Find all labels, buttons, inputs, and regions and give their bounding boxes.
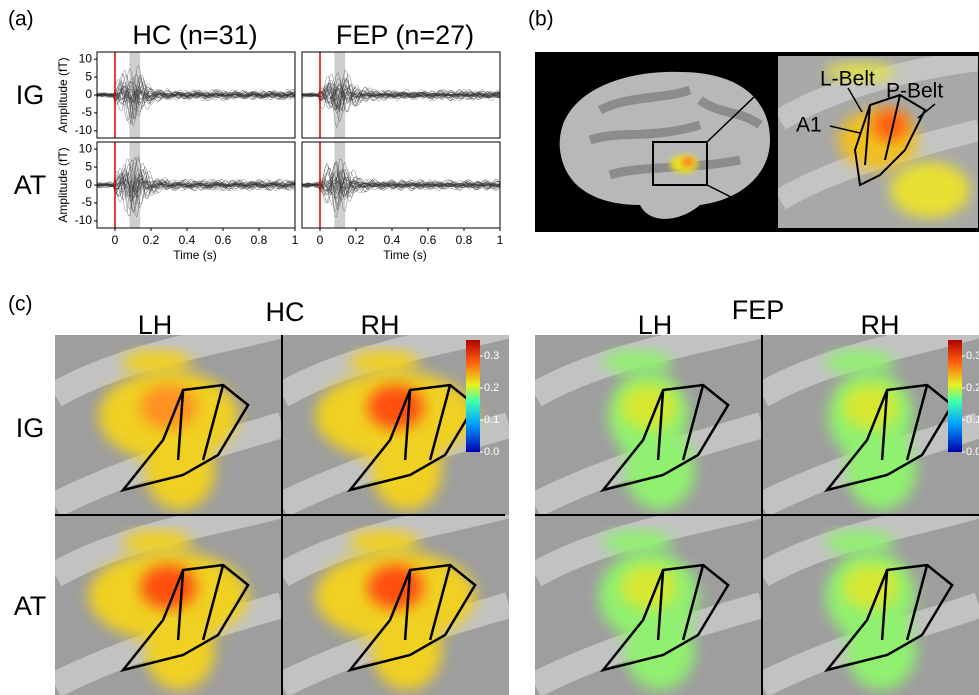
x-axis-label: Time (s) [173,248,217,262]
colorbar-tick-label: 0.3 [966,350,979,362]
group-title: FEP (n=27) [336,20,474,50]
waveform-traces [302,70,500,128]
x-tick-label: 0.8 [251,233,268,247]
colorbar-tick-label: 0.0 [966,446,979,458]
activation [141,565,197,609]
row-label: IG [16,80,45,110]
x-tick-label: 0.6 [215,233,232,247]
activation [825,350,895,374]
activation [602,530,672,554]
activation [122,350,192,374]
colorbar-tick-label: 0.3 [484,350,499,362]
row-label: AT [14,591,47,621]
brain-tile [762,325,979,515]
x-tick-label: 0 [112,233,119,247]
y-tick-label: -5 [81,105,92,119]
activation [368,385,424,429]
activation [602,350,672,374]
colorbar-tick-label: 0.2 [966,382,979,394]
x-tick-label: 0.4 [384,233,401,247]
colorbar [948,340,962,452]
x-tick-label: 1 [292,233,299,247]
brain-inset [777,55,979,229]
region-label: L-Belt [820,68,875,91]
activation [843,385,899,429]
x-tick-label: 0 [317,233,324,247]
y-tick-label: 5 [85,159,92,173]
brain-tile [282,505,509,695]
brain-tile [55,505,282,695]
x-tick-label: 0.2 [143,233,160,247]
activation [141,385,197,429]
x-axis-label: Time (s) [383,248,427,262]
waveform-traces [97,65,295,126]
x-tick-label: 0.2 [348,233,365,247]
row-label: IG [16,413,45,443]
y-tick-label: 10 [79,51,93,65]
x-tick-label: 0.8 [456,233,473,247]
region-label: A1 [796,114,822,137]
y-tick-label: -5 [81,195,92,209]
y-tick-label: 5 [85,69,92,83]
brain-tile [535,325,762,515]
colorbar-tick-label: 0.1 [484,414,499,426]
region-label: P-Belt [886,80,943,103]
brain-tile [535,505,762,695]
x-tick-label: 1 [497,233,504,247]
brain-tile [55,325,282,515]
figure: (a) HC (n=31) FEP (n=27) IG AT Amplitude… [0,0,979,695]
y-tick-label: 0 [85,87,92,101]
brain-tile [762,505,979,695]
y-axis-label: Amplitude (fT) [56,147,70,222]
colorbar-tick-label: 0.2 [484,382,499,394]
activation [122,530,192,554]
activation [846,610,916,690]
y-tick-label: 10 [79,141,93,155]
activation [846,430,916,510]
group-title: HC (n=31) [132,20,257,50]
y-tick-label: -10 [75,123,93,137]
waveform-traces [97,156,295,217]
activation [843,565,899,609]
group-title: HC [266,297,305,327]
y-tick-label: 0 [85,177,92,191]
activation [349,530,419,554]
waveform-traces [302,159,500,217]
activation [621,565,677,609]
activation [349,350,419,374]
y-axis-label: Amplitude (fT) [56,57,70,132]
panel-label: (a) [8,8,34,31]
row-label: AT [14,170,47,200]
colorbar-tick-label: 0.0 [484,446,499,458]
panel-label: (c) [8,293,33,316]
group-title: FEP [732,295,785,325]
activation [621,385,677,429]
x-tick-label: 0.6 [420,233,437,247]
colorbar [466,340,480,452]
colorbar-tick-label: 0.1 [966,414,979,426]
y-tick-label: -10 [75,213,93,227]
activation [368,565,424,609]
activation [825,530,895,554]
x-tick-label: 0.4 [179,233,196,247]
panel-label: (b) [528,8,554,31]
